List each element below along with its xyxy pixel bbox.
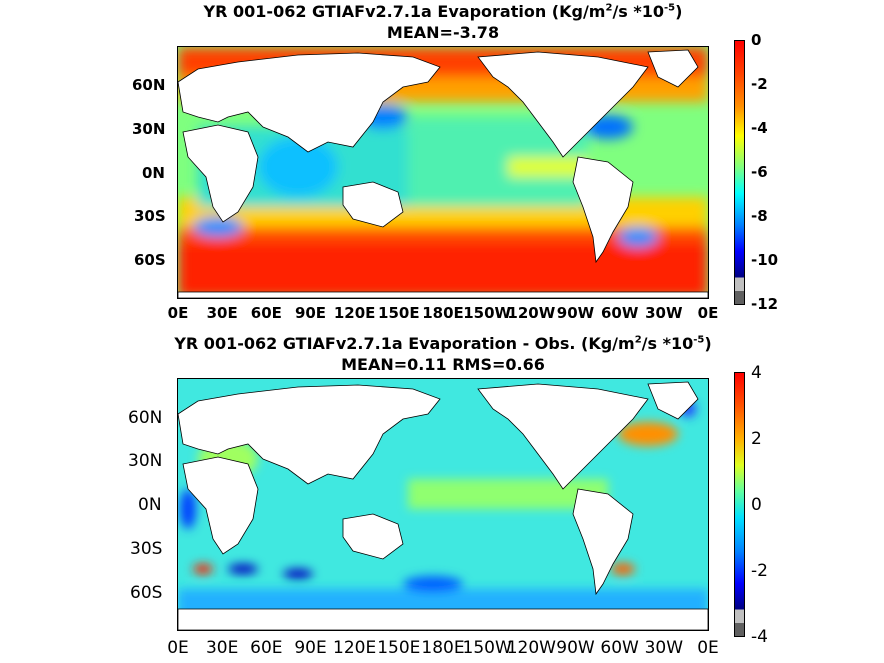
panel1-title: YR 001-062 GTIAFv2.7.1a Evaporation (Kg/… xyxy=(178,2,708,21)
panel2-title-sup1: 2 xyxy=(634,334,642,346)
panel2-lon-label: 120W xyxy=(506,638,556,658)
panel2-cb-tick-0: 0 xyxy=(751,495,762,515)
panel1-lat-30s: 30S xyxy=(134,207,166,225)
land-masses xyxy=(178,49,708,298)
panel1-lat-30n: 30N xyxy=(132,120,166,138)
panel2-lon-label: 0E xyxy=(697,638,719,658)
panel2-title-text: YR 001-062 GTIAFv2.7.1a Evaporation - Ob… xyxy=(174,334,635,353)
panel1-map xyxy=(177,46,709,299)
panel1-lat-0n: 0N xyxy=(142,164,165,182)
panel2-lat-0n: 0N xyxy=(138,495,162,515)
panel1-lon-label: 0E xyxy=(167,304,189,322)
panel2-cb-tick-m2: -2 xyxy=(751,561,768,581)
panel1-cb-tick-m2: -2 xyxy=(751,75,768,93)
panel1-subtitle: MEAN=-3.78 xyxy=(386,23,500,42)
panel1-lon-label: 90W xyxy=(556,304,595,322)
panel2-lon-label: 180E xyxy=(421,638,465,658)
panel1-cb-tick-m12: -12 xyxy=(751,295,779,313)
panel1-lon-label: 30W xyxy=(645,304,683,322)
panel1-lon-label: 30E xyxy=(206,304,238,322)
panel2-title-mid: /s *10 xyxy=(641,334,694,353)
panel1-title-text: YR 001-062 GTIAFv2.7.1a Evaporation (Kg/… xyxy=(203,2,606,21)
panel1-title-mid: /s *10 xyxy=(612,2,665,21)
panel2-title: YR 001-062 GTIAFv2.7.1a Evaporation - Ob… xyxy=(148,334,738,353)
panel1-cb-tick-m10: -10 xyxy=(751,251,779,269)
panel2-lon-label: 0E xyxy=(167,638,189,658)
panel1-cb-tick-0: 0 xyxy=(751,31,762,49)
panel1-title-suffix: ) xyxy=(675,2,683,21)
panel1-cb-tick-m6: -6 xyxy=(751,163,768,181)
panel2-title-sup2: -5 xyxy=(693,334,705,346)
panel2-lat-30n: 30N xyxy=(128,451,163,471)
panel1-lon-label: 150E xyxy=(378,304,420,322)
panel2-lon-label: 90E xyxy=(294,638,327,658)
panel2-lon-label: 60W xyxy=(600,638,639,658)
panel2-map xyxy=(177,378,709,631)
panel2-cb-tick-2: 2 xyxy=(751,429,762,449)
panel2-subtitle: MEAN=0.11 RMS=0.66 xyxy=(341,355,545,374)
panel2-lon-label: 150E xyxy=(377,638,421,658)
panel1-lon-label: 90E xyxy=(294,304,327,322)
panel1-lat-60n: 60N xyxy=(132,76,166,94)
panel2-lat-60s: 60S xyxy=(130,583,163,603)
panel2-lon-label: 120E xyxy=(333,638,377,658)
land-masses xyxy=(178,381,708,630)
panel1-title-sup1: 2 xyxy=(605,2,613,14)
panel2-lat-30s: 30S xyxy=(130,539,163,559)
panel1-lon-label: 60E xyxy=(250,304,282,322)
panel1-lon-label: 120W xyxy=(507,304,556,322)
panel2-colorbar xyxy=(734,372,745,637)
panel2-lon-label: 60E xyxy=(250,638,283,658)
panel2-cb-tick-4: 4 xyxy=(751,363,762,383)
panel1-colorbar-svg xyxy=(735,41,744,304)
panel2-map-svg xyxy=(178,379,708,630)
panel2-cb-tick-m4: -4 xyxy=(751,627,768,647)
panel2-lon-label: 150W xyxy=(462,638,512,658)
panel1-cb-tick-m8: -8 xyxy=(751,207,768,225)
panel2-lon-label: 90W xyxy=(556,638,595,658)
panel1-lat-60s: 60S xyxy=(134,251,166,269)
panel1-colorbar xyxy=(734,40,745,305)
panel1-map-svg xyxy=(178,47,708,298)
panel1-lon-label: 0E xyxy=(697,304,719,322)
panel2-lat-60n: 60N xyxy=(128,408,163,428)
panel1-lon-label: 180E xyxy=(422,304,464,322)
panel1-title-sup2: -5 xyxy=(664,2,676,14)
panel1-lon-label: 150W xyxy=(463,304,512,322)
panel2-title-suffix: ) xyxy=(704,334,712,353)
panel2-lon-label: 30E xyxy=(205,638,239,658)
panel1-lon-label: 120E xyxy=(333,304,376,322)
panel1-lon-label: 60W xyxy=(600,304,639,322)
panel1-cb-tick-m4: -4 xyxy=(751,119,768,137)
panel2-lon-label: 30W xyxy=(644,638,684,658)
panel2-colorbar-svg xyxy=(735,373,744,636)
